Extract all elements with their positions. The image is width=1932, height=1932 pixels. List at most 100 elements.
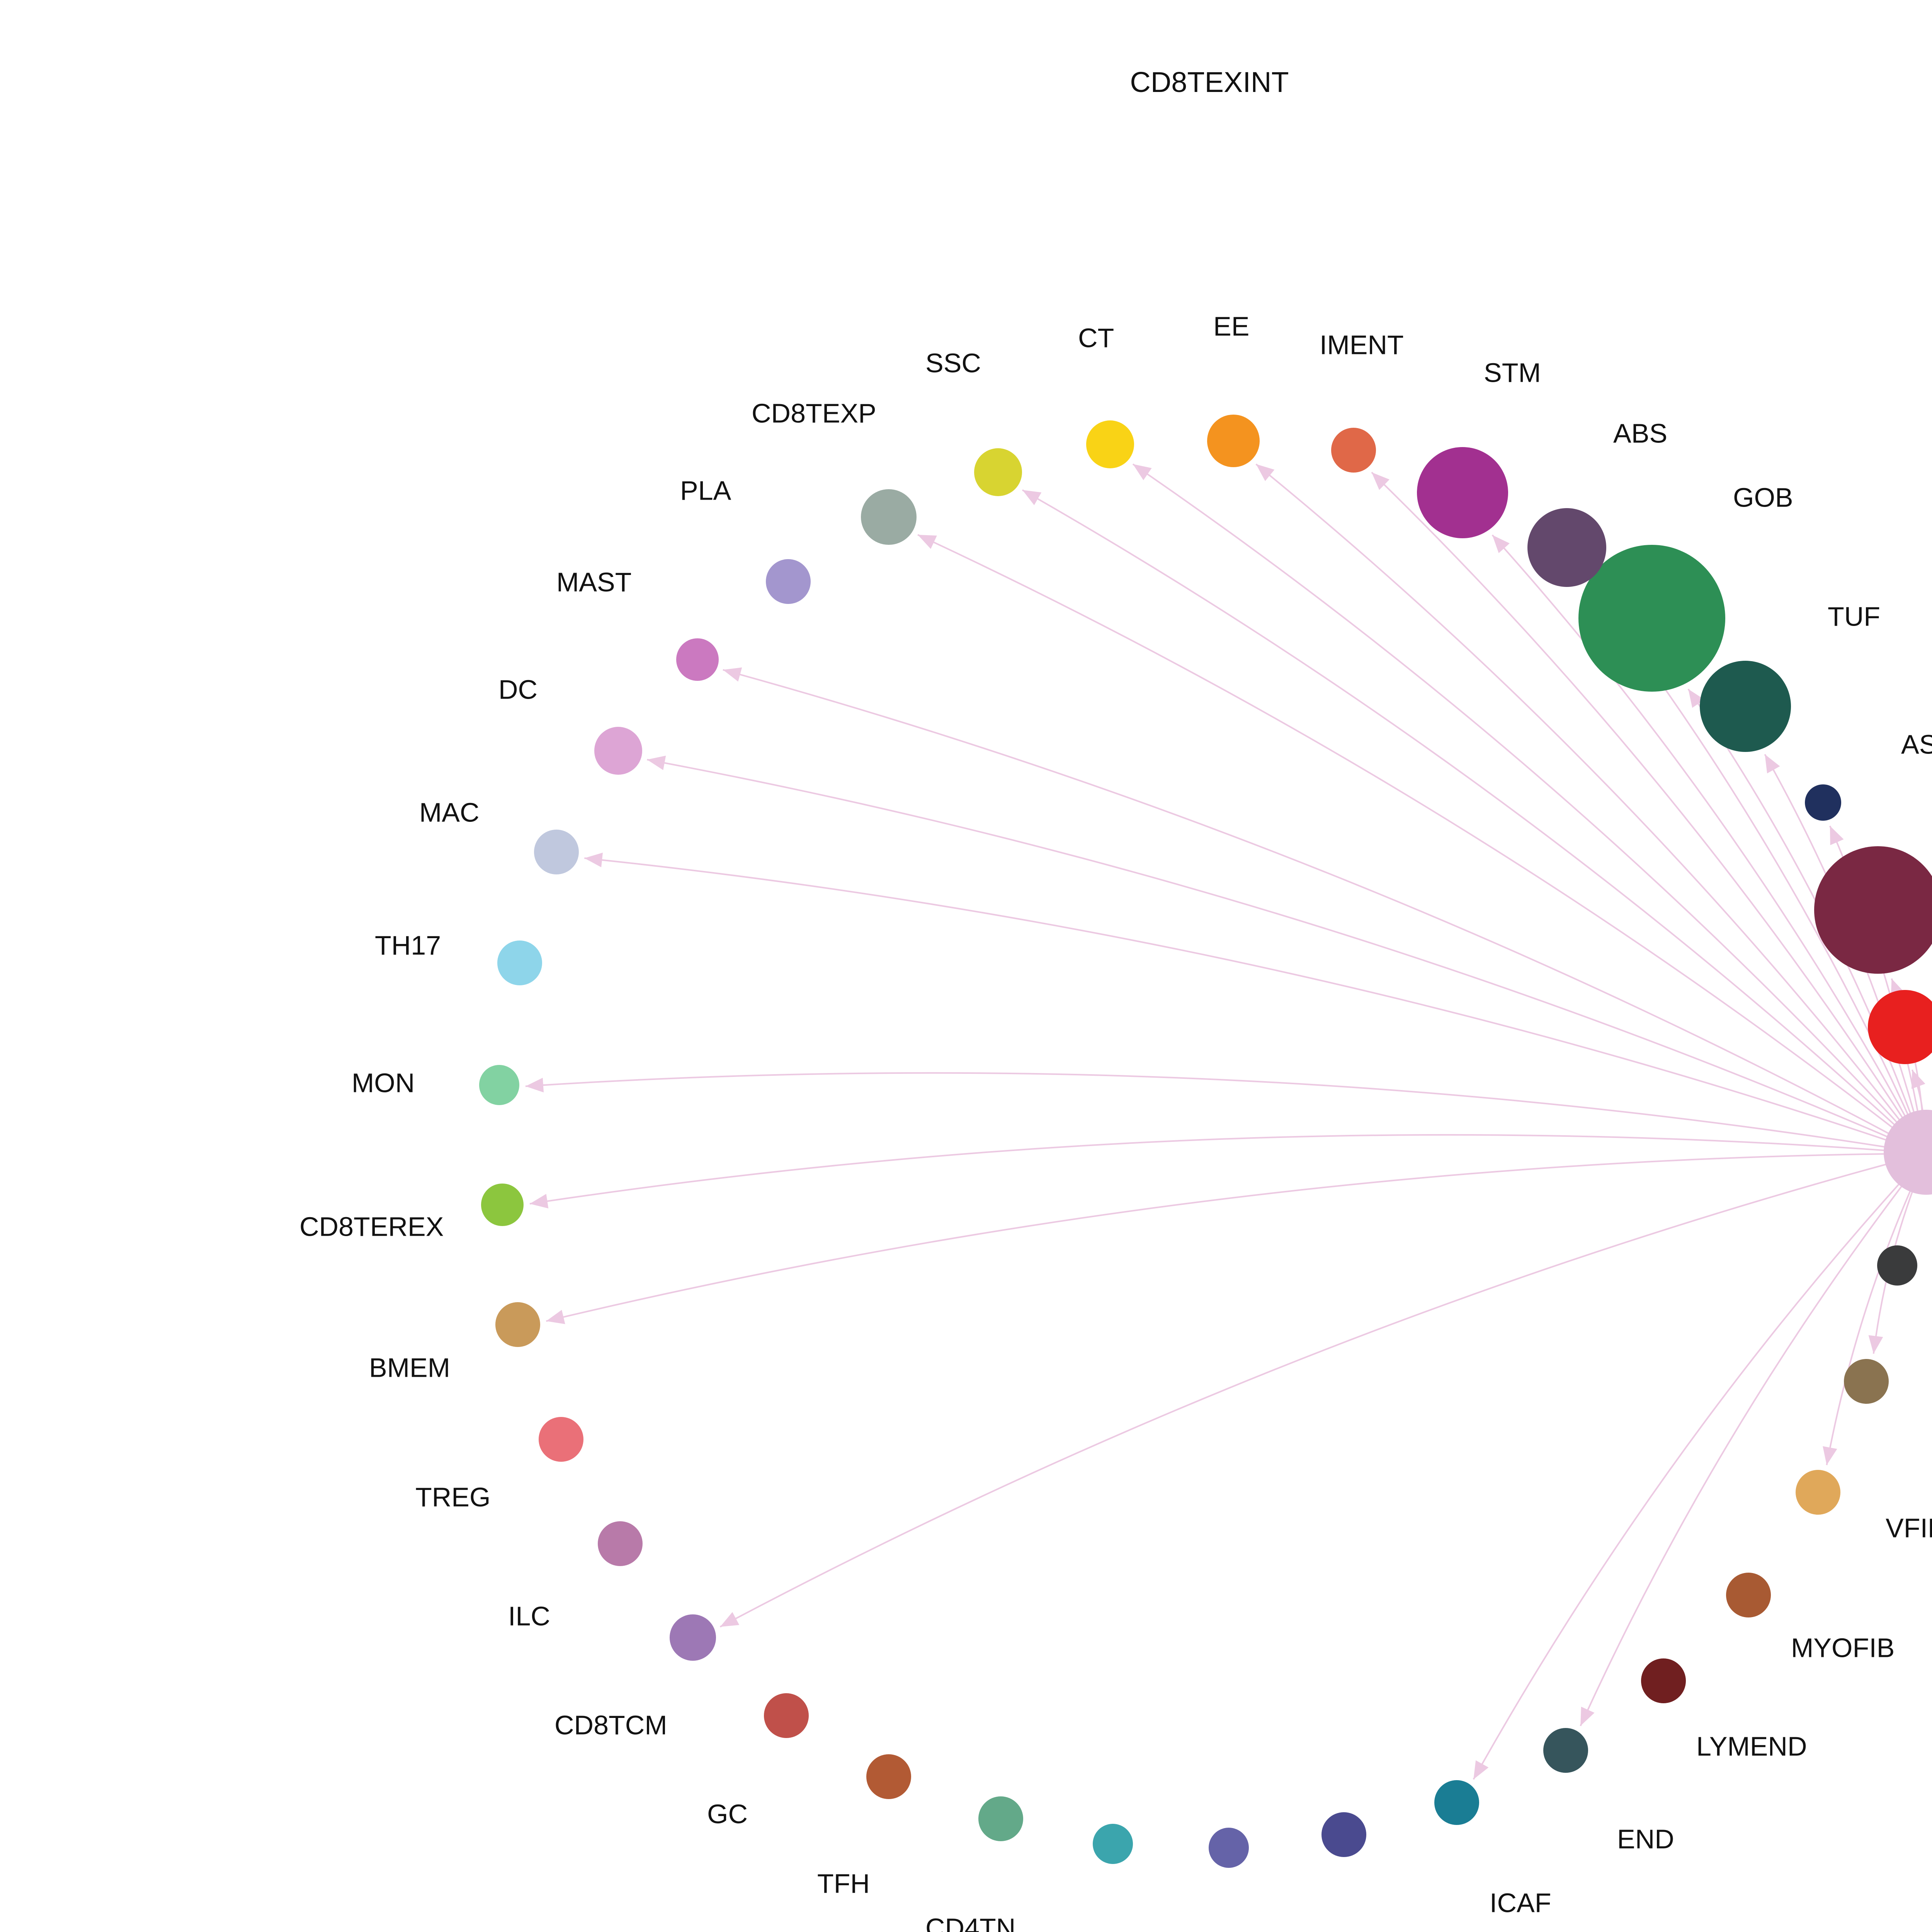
node-ssc[interactable] <box>974 448 1022 496</box>
node-label-mon: MON <box>352 1068 415 1098</box>
node-label-treg: TREG <box>415 1482 490 1512</box>
node-label-cd8tcm: CD8TCM <box>554 1710 667 1740</box>
node-cd8tcm[interactable] <box>670 1614 716 1661</box>
node-labels-layer: CD8TEXINTIMGOBTACASCTUFGOBABSSTMIMENTEEC… <box>299 311 1932 1932</box>
node-label-ct: CT <box>1078 323 1114 353</box>
node-end[interactable] <box>1543 1728 1588 1773</box>
node-abs[interactable] <box>1527 508 1606 587</box>
edge-cd8texint-to-vfib <box>1826 1162 1924 1465</box>
node-dc[interactable] <box>594 727 642 775</box>
arrowhead-cd8texp <box>918 534 937 549</box>
node-incaf[interactable] <box>1844 1359 1889 1404</box>
arrowhead-ee <box>1256 464 1275 481</box>
arrowhead-icaf <box>1473 1760 1489 1780</box>
node-tac[interactable] <box>1814 846 1932 974</box>
node-label-asc: ASC <box>1901 729 1932 759</box>
nodes-layer <box>479 415 1932 1868</box>
node-label-tfh: TFH <box>817 1868 870 1898</box>
arrowhead-ssc <box>1022 490 1042 505</box>
node-label-icaf: ICAF <box>1490 1888 1551 1918</box>
arrowhead-gob <box>1688 689 1704 708</box>
node-label-lymend: LYMEND <box>1696 1731 1807 1761</box>
node-label-tuf: TUF <box>1828 601 1880 631</box>
arrowhead-stm <box>1492 535 1510 553</box>
node-gc[interactable] <box>764 1693 809 1738</box>
arrowhead-incaf <box>1868 1335 1883 1354</box>
node-iment[interactable] <box>1331 428 1376 473</box>
arrowhead-mac <box>584 852 603 867</box>
edge-cd8texint-to-end <box>1580 1161 1922 1726</box>
node-label-abs: ABS <box>1613 418 1667 448</box>
arrowhead-dc <box>647 755 666 770</box>
node-cfib[interactable] <box>1877 1245 1917 1286</box>
edge-cd8texint-to-cd8tcm <box>719 1155 1917 1628</box>
node-bn[interactable] <box>1321 1812 1366 1857</box>
edge-cd8texint-to-mast <box>723 669 1917 1149</box>
node-label-bmem: BMEM <box>369 1352 450 1383</box>
node-pla[interactable] <box>766 559 811 604</box>
node-th17[interactable] <box>497 940 542 985</box>
node-icaf[interactable] <box>1434 1780 1479 1825</box>
node-label-ssc: SSC <box>925 348 981 378</box>
edge-cd8texint-to-dc <box>647 759 1917 1150</box>
node-tfh[interactable] <box>866 1754 911 1799</box>
edge-cd8texint-to-mon <box>525 1072 1916 1153</box>
node-cd8texp[interactable] <box>861 489 917 545</box>
node-gob[interactable] <box>1578 545 1725 692</box>
arrowhead-asc <box>1830 826 1844 845</box>
arrowhead-tuf <box>1765 754 1780 774</box>
node-ee[interactable] <box>1207 415 1260 467</box>
edge-cd8texint-to-bmem <box>546 1153 1916 1322</box>
node-cd8terex[interactable] <box>481 1184 524 1226</box>
node-myofib[interactable] <box>1726 1573 1771 1617</box>
edge-cd8texint-to-cd8terex <box>529 1134 1916 1205</box>
node-ct[interactable] <box>1086 420 1134 468</box>
node-label-ee: EE <box>1213 311 1249 341</box>
node-tuf[interactable] <box>1700 661 1791 752</box>
node-label-th17: TH17 <box>375 930 441 960</box>
edge-cd8texint-to-ee <box>1255 463 1920 1145</box>
node-label-vfib: VFIB <box>1886 1513 1932 1543</box>
node-mait[interactable] <box>1209 1828 1249 1868</box>
edge-cd8texint-to-ct <box>1132 463 1919 1146</box>
node-cd8texint[interactable] <box>1884 1110 1932 1195</box>
arrowhead-iment <box>1371 472 1389 490</box>
arrowhead-bmem <box>546 1310 565 1324</box>
node-label-incaf: INCAF <box>1930 1381 1932 1412</box>
node-label-cd4tn: CD4TN <box>925 1913 1015 1932</box>
node-imgob[interactable] <box>1868 990 1932 1064</box>
node-cd4tn[interactable] <box>978 1796 1023 1841</box>
node-label-dc: DC <box>498 674 537 704</box>
node-label-mast: MAST <box>556 567 631 597</box>
edges-layer <box>525 463 1925 1780</box>
edge-cd8texint-to-cd8texp <box>917 534 1918 1148</box>
node-mac[interactable] <box>534 830 579 874</box>
edge-cd8texint-to-ssc <box>1022 489 1918 1147</box>
arrowhead-cd8terex <box>529 1194 549 1209</box>
node-asc[interactable] <box>1805 784 1841 821</box>
node-label-stm: STM <box>1484 357 1541 388</box>
node-th1[interactable] <box>1093 1824 1133 1864</box>
node-ilc[interactable] <box>598 1521 643 1566</box>
node-label-cd8terex: CD8TEREX <box>299 1211 444 1242</box>
node-label-myofib: MYOFIB <box>1791 1633 1895 1663</box>
edge-cd8texint-to-icaf <box>1473 1160 1921 1780</box>
edge-cd8texint-to-stm <box>1492 534 1921 1144</box>
node-label-end: END <box>1617 1824 1674 1854</box>
edge-cd8texint-to-iment <box>1371 471 1920 1145</box>
node-lymend[interactable] <box>1641 1658 1686 1703</box>
arrowhead-vfib <box>1823 1446 1837 1465</box>
node-mon[interactable] <box>479 1065 519 1105</box>
node-stm[interactable] <box>1417 447 1508 538</box>
node-mast[interactable] <box>676 638 719 681</box>
node-label-pla: PLA <box>680 475 731 505</box>
arrowhead-mon <box>525 1078 544 1093</box>
node-vfib[interactable] <box>1796 1470 1840 1515</box>
edge-cd8texint-to-mac <box>584 857 1916 1151</box>
node-label-iment: IMENT <box>1320 330 1404 360</box>
arrowhead-mast <box>723 667 742 682</box>
node-bmem[interactable] <box>495 1302 540 1347</box>
node-treg[interactable] <box>539 1417 583 1462</box>
node-label-cd8texp: CD8TEXP <box>752 398 876 428</box>
